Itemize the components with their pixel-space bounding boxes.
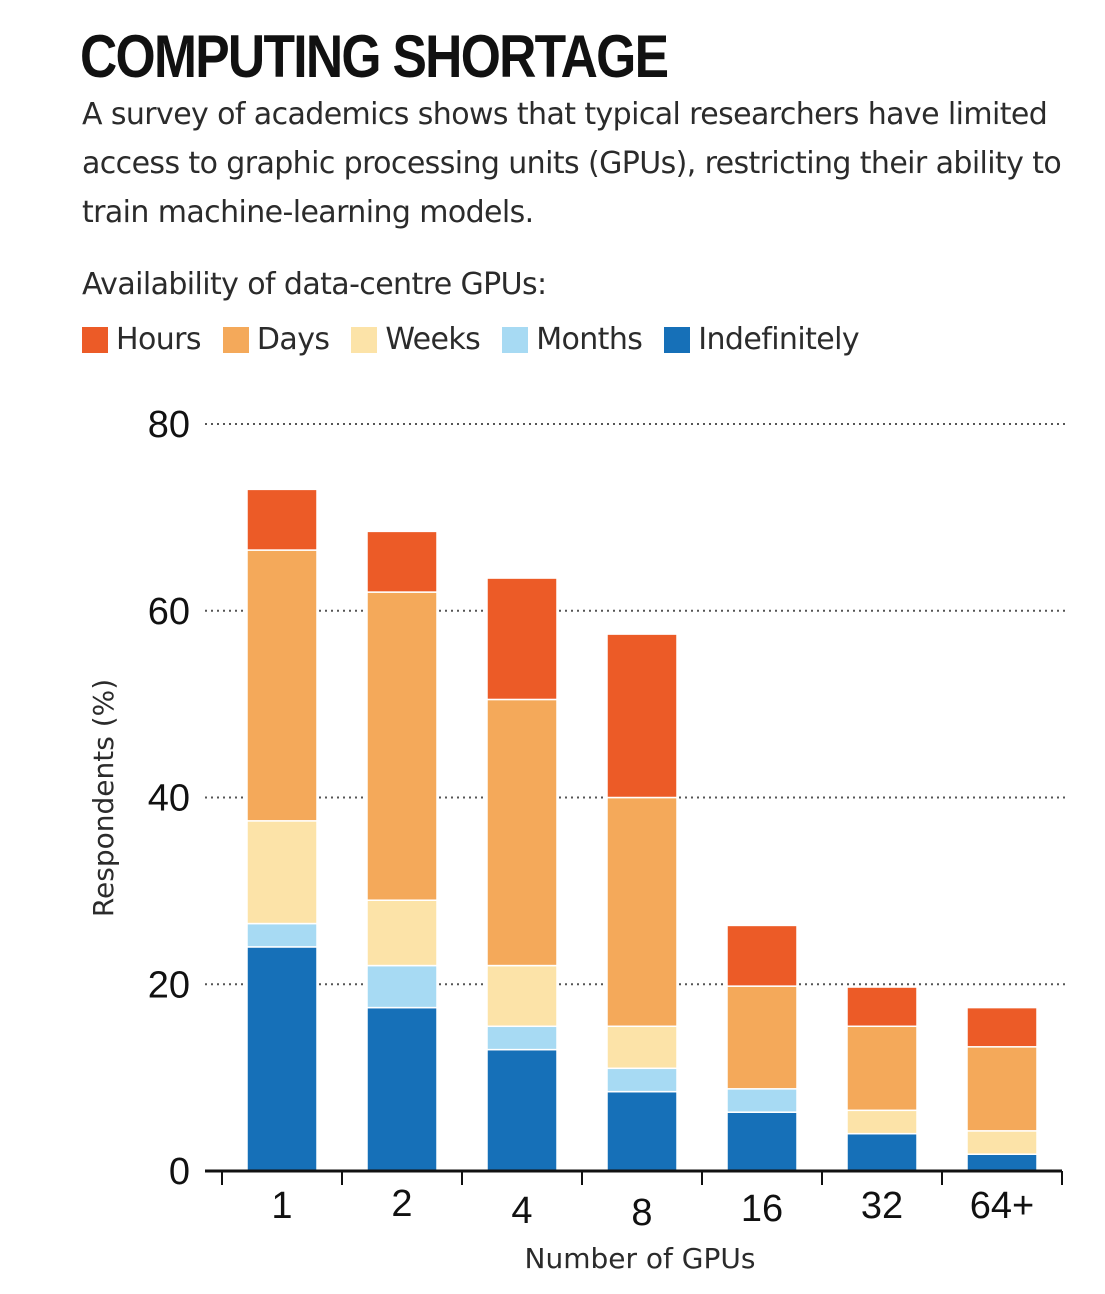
legend-swatch-hours (82, 326, 108, 353)
legend-swatch-indefinitely (664, 326, 691, 353)
y-tick-label-60: 60 (148, 591, 190, 633)
bar-8-days (606, 796, 678, 1028)
legend-item-days: Days (222, 322, 330, 357)
y-axis-label: Respondents (%) (87, 679, 120, 917)
x-tick-label-1: 1 (271, 1185, 292, 1227)
bar-1-months (246, 922, 318, 948)
bar-2-hours (366, 530, 438, 593)
legend-label-days: Days (256, 322, 330, 357)
legend-label-months: Months (536, 322, 643, 357)
y-tick-label-80: 80 (148, 404, 190, 446)
bar-4-indefinitely (486, 1048, 558, 1172)
x-tick-label-4: 4 (511, 1190, 532, 1232)
bar-32-days (846, 1025, 918, 1112)
x-tick-label-64: 64+ (970, 1185, 1034, 1227)
bar-8-weeks (606, 1025, 678, 1070)
legend-swatch-months (502, 326, 529, 353)
bar-64-indefinitely (966, 1153, 1038, 1172)
bar-1-weeks (246, 820, 318, 925)
bar-64-hours (966, 1006, 1038, 1048)
bar-8-indefinitely (606, 1090, 678, 1172)
legend-swatch-weeks (351, 326, 378, 353)
bar-4-weeks (486, 964, 558, 1028)
chart-subtitle: A survey of academics shows that typical… (82, 97, 1062, 230)
legend-label-weeks: Weeks (385, 322, 481, 357)
legend-item-indefinitely: Indefinitely (664, 322, 860, 357)
bar-16-months (726, 1088, 798, 1113)
legend-swatch-days (222, 326, 249, 353)
legend: Hours Days Weeks Months Indefinitely (82, 322, 881, 357)
y-tick-label-20: 20 (148, 964, 190, 1006)
bar-4-days (486, 698, 558, 967)
legend-title: Availability of data-centre GPUs: (82, 267, 547, 302)
legend-item-months: Months (502, 322, 643, 357)
bar-32-hours (846, 986, 918, 1028)
bar-1-hours (246, 488, 318, 551)
bar-16-indefinitely (726, 1111, 798, 1172)
bar-4-months (486, 1025, 558, 1051)
bar-16-hours (726, 924, 798, 987)
bar-64-weeks (966, 1130, 1038, 1155)
x-tick-label-2: 2 (391, 1183, 412, 1225)
bar-2-weeks (366, 899, 438, 967)
bar-2-days (366, 591, 438, 901)
bar-64-days (966, 1046, 1038, 1132)
bar-4-hours (486, 577, 558, 701)
bar-32-indefinitely (846, 1132, 918, 1172)
legend-item-weeks: Weeks (351, 322, 481, 357)
bar-1-days (246, 549, 318, 822)
legend-label-indefinitely: Indefinitely (698, 322, 859, 357)
bar-8-hours (606, 633, 678, 799)
bar-8-months (606, 1067, 678, 1093)
y-tick-label-0: 0 (169, 1151, 190, 1193)
x-tick-label-8: 8 (631, 1192, 652, 1234)
x-axis-label: Number of GPUs (525, 1242, 756, 1275)
bar-16-days (726, 985, 798, 1090)
bar-32-weeks (846, 1109, 918, 1135)
bar-2-indefinitely (366, 1006, 438, 1172)
x-tick-label-32: 32 (861, 1185, 903, 1227)
y-tick-label-40: 40 (148, 778, 190, 820)
chart-title: COMPUTING SHORTAGE (80, 23, 669, 90)
bar-1-indefinitely (246, 946, 318, 1172)
bar-2-months (366, 964, 438, 1009)
legend-label-hours: Hours (116, 322, 202, 357)
x-tick-label-16: 16 (741, 1188, 783, 1230)
legend-item-hours: Hours (82, 322, 202, 357)
